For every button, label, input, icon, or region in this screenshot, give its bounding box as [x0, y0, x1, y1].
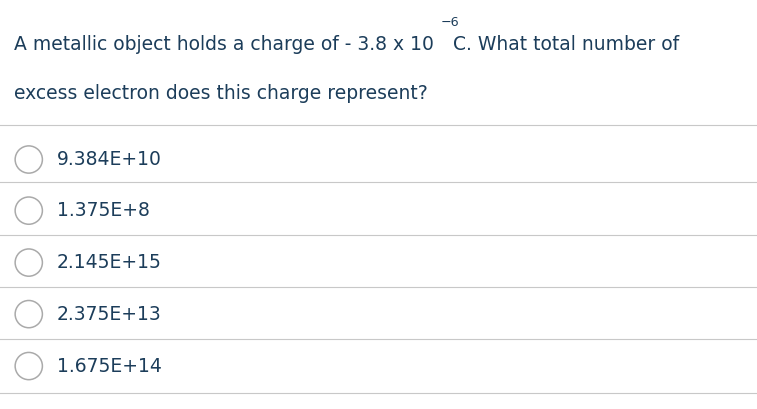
Text: 1.375E+8: 1.375E+8 — [57, 201, 150, 220]
Text: A metallic object holds a charge of - 3.8 x 10: A metallic object holds a charge of - 3.… — [14, 35, 434, 54]
Text: 1.675E+14: 1.675E+14 — [57, 357, 162, 375]
Text: −6: −6 — [441, 16, 459, 29]
Text: 9.384E+10: 9.384E+10 — [57, 150, 162, 169]
Text: excess electron does this charge represent?: excess electron does this charge represe… — [14, 84, 428, 103]
Text: 2.375E+13: 2.375E+13 — [57, 305, 161, 324]
Text: 2.145E+15: 2.145E+15 — [57, 253, 162, 272]
Text: C. What total number of: C. What total number of — [453, 35, 679, 54]
